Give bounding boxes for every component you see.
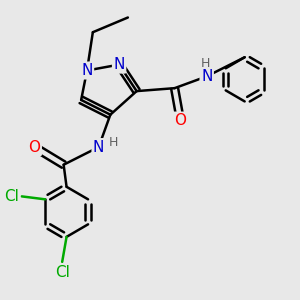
Text: Cl: Cl — [4, 189, 19, 204]
Text: O: O — [174, 113, 186, 128]
Text: N: N — [81, 63, 93, 78]
Text: N: N — [93, 140, 104, 154]
Text: H: H — [201, 57, 210, 70]
Text: N: N — [201, 69, 212, 84]
Text: Cl: Cl — [55, 265, 70, 280]
Text: H: H — [109, 136, 118, 149]
Text: N: N — [113, 57, 125, 72]
Text: O: O — [28, 140, 40, 154]
